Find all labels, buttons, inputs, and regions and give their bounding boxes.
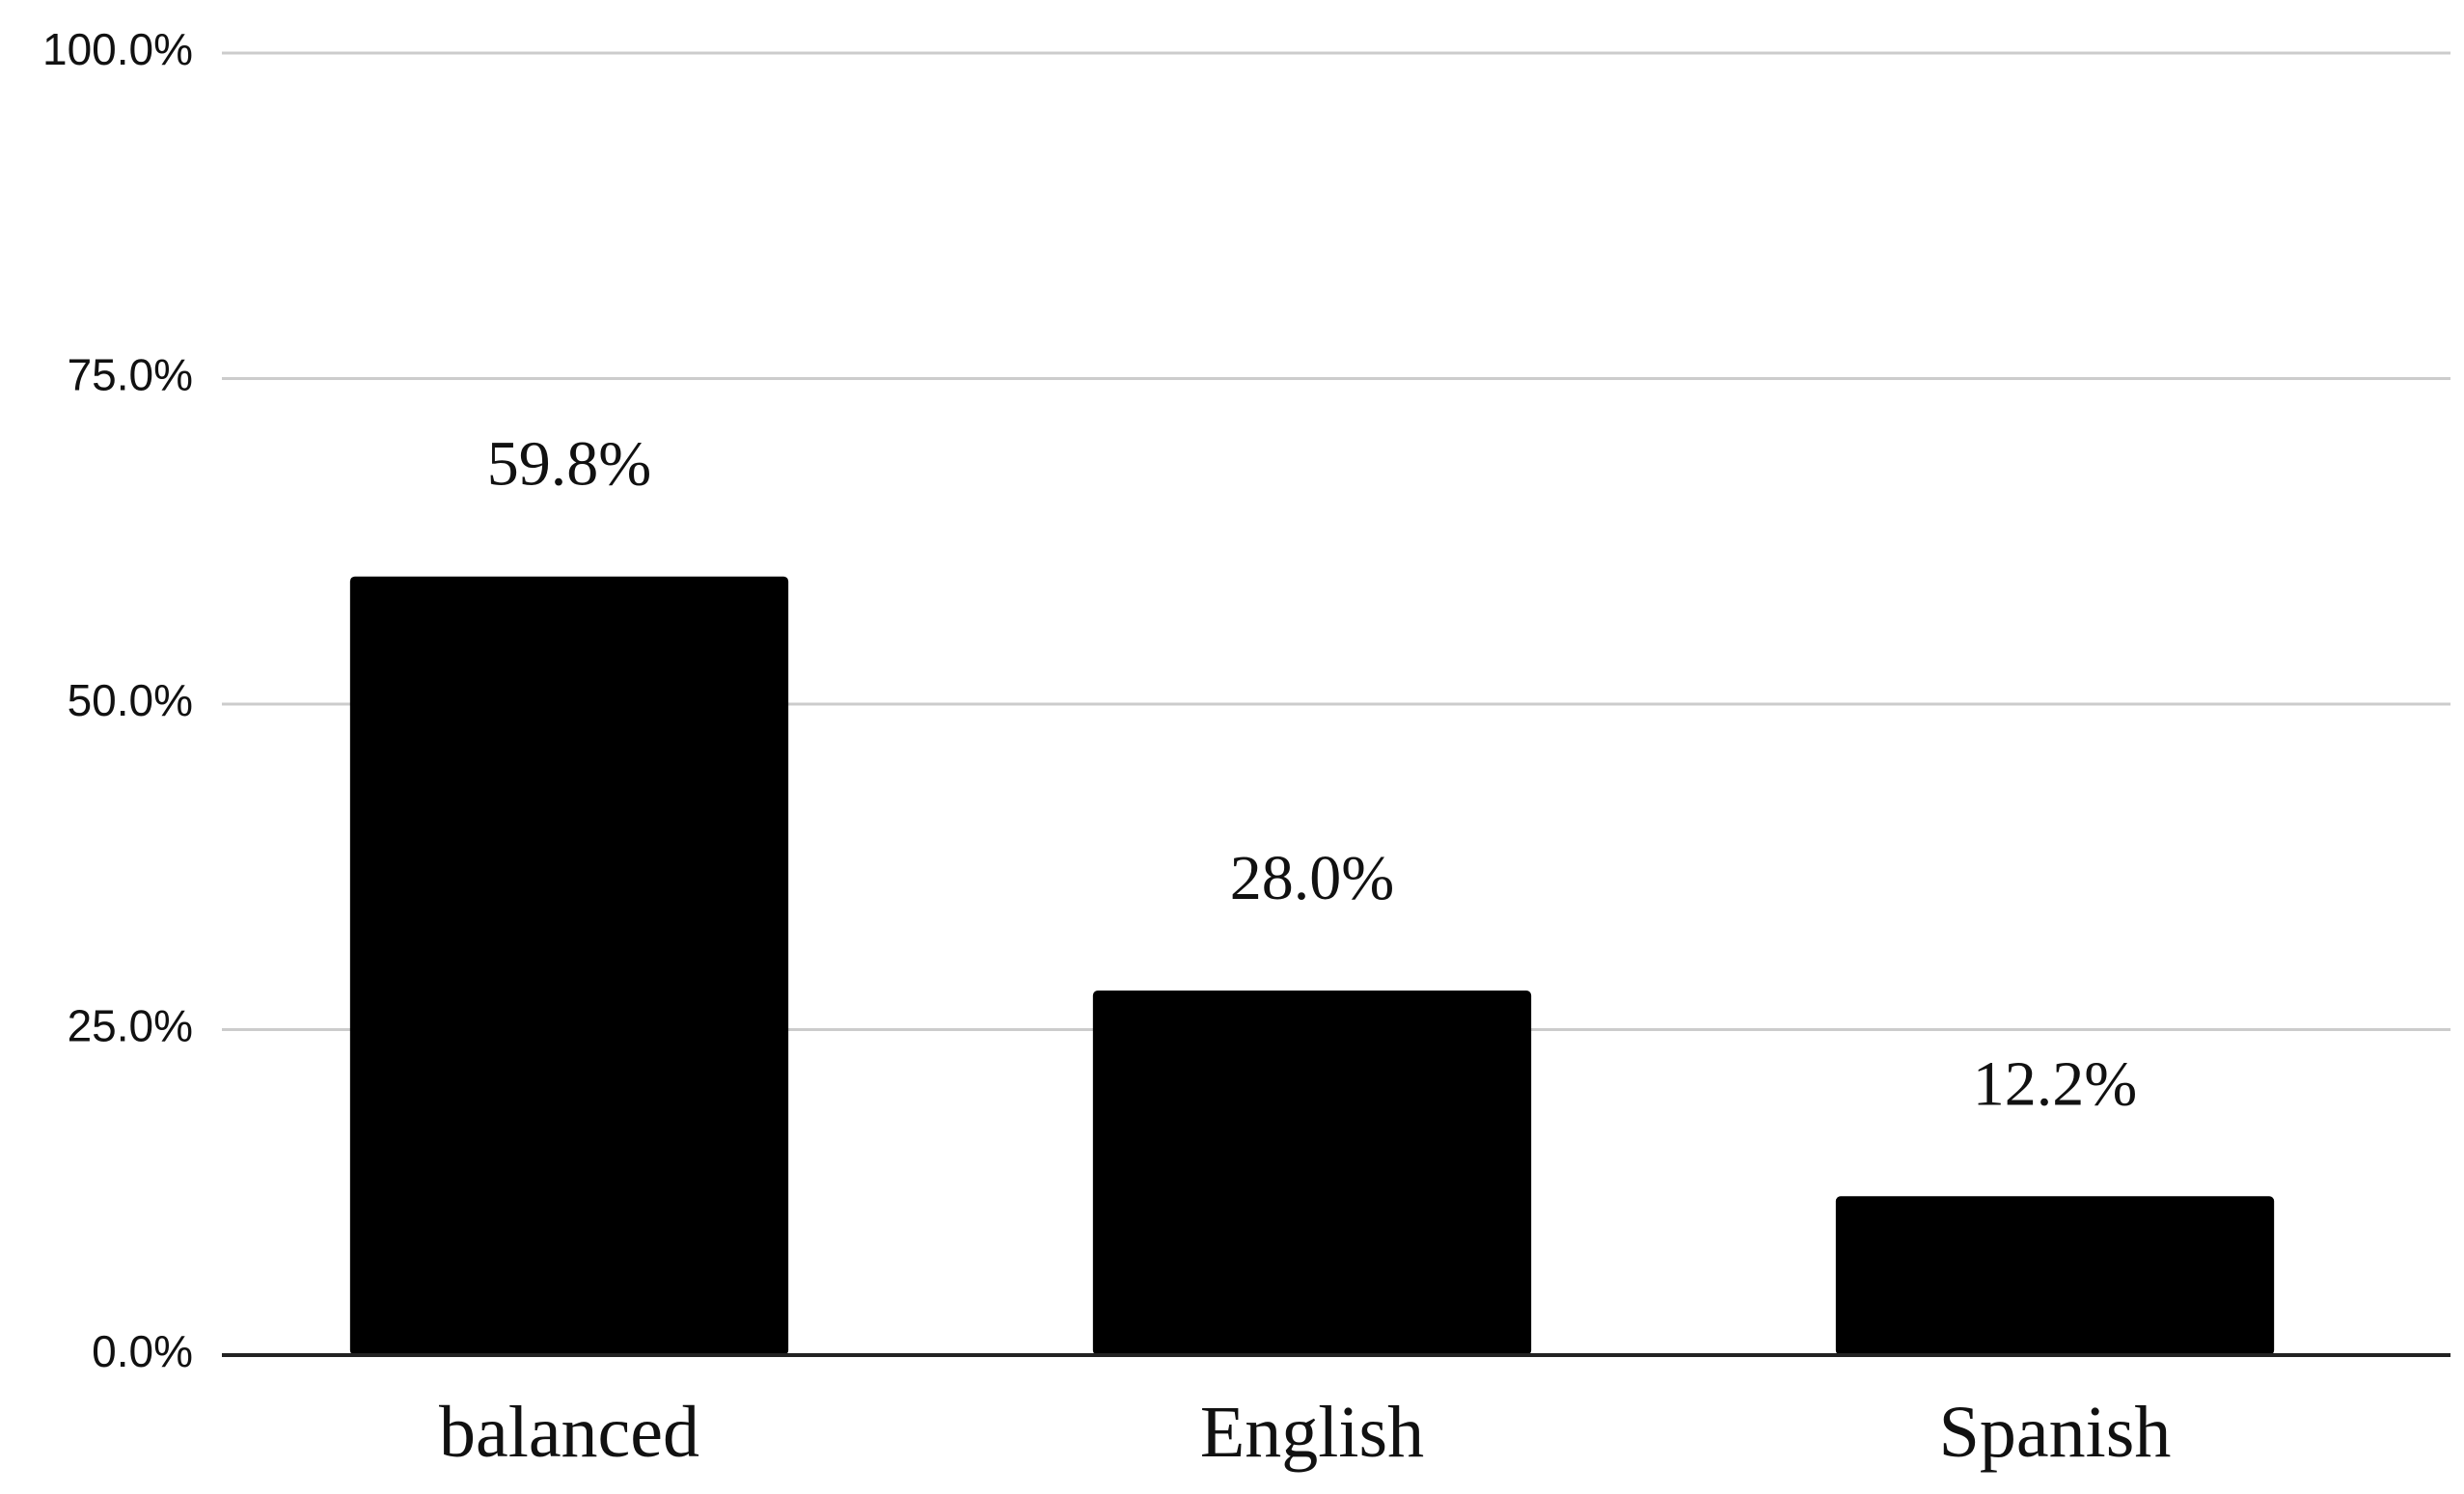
bars — [349, 576, 2275, 1355]
x-axis-tick-labels: balanced English Spanish — [439, 1392, 2171, 1473]
bar — [349, 576, 789, 1355]
x-tick-label: Spanish — [1939, 1392, 2172, 1473]
y-tick-label: 0.0% — [92, 1326, 193, 1376]
y-tick-label: 100.0% — [42, 24, 193, 74]
data-label: 12.2% — [1973, 1048, 2137, 1119]
x-tick-label: balanced — [439, 1392, 699, 1473]
y-tick-label: 75.0% — [68, 350, 193, 400]
data-label: 59.8% — [487, 429, 651, 500]
bar — [1092, 991, 1532, 1355]
y-tick-label: 25.0% — [68, 1001, 193, 1051]
x-tick-label: English — [1200, 1392, 1424, 1473]
y-tick-label: 50.0% — [68, 675, 193, 725]
data-label: 28.0% — [1230, 843, 1394, 913]
data-labels: 59.8% 28.0% 12.2% — [487, 429, 2137, 1120]
bar — [1835, 1196, 2275, 1355]
y-axis-tick-labels: 0.0% 25.0% 50.0% 75.0% 100.0% — [42, 24, 193, 1376]
